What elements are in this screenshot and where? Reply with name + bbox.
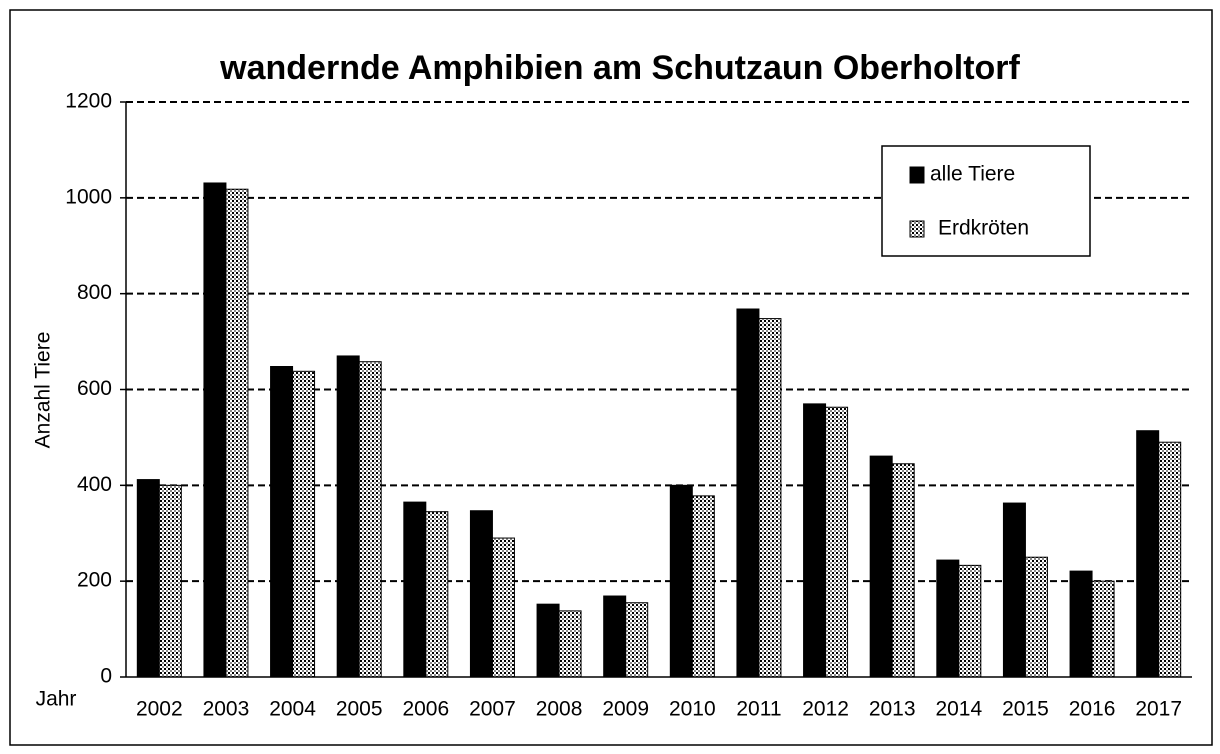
bar: [736, 308, 760, 678]
bar: [625, 602, 649, 678]
bar: [758, 318, 782, 678]
x-tick-label: 2012: [802, 698, 849, 721]
x-axis-label: Jahr: [36, 688, 77, 711]
y-tick-label: 1000: [65, 185, 112, 208]
x-tick-label: 2004: [269, 698, 316, 721]
bar: [203, 182, 227, 678]
x-tick-label: 2006: [402, 698, 449, 721]
y-tick-label: 400: [77, 473, 112, 496]
bar: [225, 188, 249, 678]
y-axis-label: Anzahl Tiere: [32, 332, 55, 449]
bar: [358, 361, 382, 678]
bar: [425, 511, 449, 678]
x-tick-label: 2005: [336, 698, 383, 721]
bar: [403, 501, 427, 678]
x-tick-label: 2017: [1135, 698, 1182, 721]
y-tick-label: 800: [77, 281, 112, 304]
legend-box: [881, 145, 1091, 257]
x-tick-label: 2015: [1002, 698, 1049, 721]
bar: [669, 484, 693, 678]
bar: [1158, 441, 1182, 678]
x-tick-label: 2002: [136, 698, 183, 721]
x-tick-label: 2008: [536, 698, 583, 721]
bar: [469, 510, 493, 678]
y-tick-label: 600: [77, 377, 112, 400]
bar: [603, 595, 627, 678]
chart-title: wandernde Amphibien am Schutzaun Oberhol…: [219, 49, 1020, 87]
y-tick-label: 0: [100, 665, 112, 688]
x-tick-label: 2003: [203, 698, 250, 721]
x-tick-label: 2011: [736, 698, 781, 721]
legend-swatch: [909, 220, 925, 238]
bar: [936, 559, 960, 678]
bar: [536, 603, 560, 678]
bar: [825, 406, 849, 678]
bar: [803, 403, 827, 678]
bar: [891, 463, 915, 678]
x-tick-label: 2010: [669, 698, 716, 721]
y-tick-label: 200: [77, 569, 112, 592]
x-tick-label: 2009: [602, 698, 649, 721]
bar: [1091, 580, 1115, 678]
x-tick-label: 2014: [935, 698, 982, 721]
bar: [491, 537, 515, 678]
x-tick-label: 2016: [1069, 698, 1116, 721]
y-tick-label: 1200: [65, 90, 112, 113]
legend-swatch: [909, 166, 925, 184]
bar: [292, 370, 316, 678]
bar: [1136, 430, 1160, 678]
bar: [558, 610, 582, 678]
legend-label: Erdkröten: [938, 217, 1029, 240]
legend-label: alle Tiere: [930, 163, 1015, 186]
x-tick-label: 2007: [469, 698, 516, 721]
bar: [1024, 556, 1048, 678]
bar: [1002, 502, 1026, 678]
bar: [691, 495, 715, 678]
bar: [270, 366, 294, 678]
bar: [158, 484, 182, 678]
bar: [136, 479, 160, 678]
bar: [958, 564, 982, 678]
x-tick-label: 2013: [869, 698, 916, 721]
bar: [1069, 570, 1093, 678]
bar: [336, 355, 360, 678]
bar: [869, 455, 893, 678]
